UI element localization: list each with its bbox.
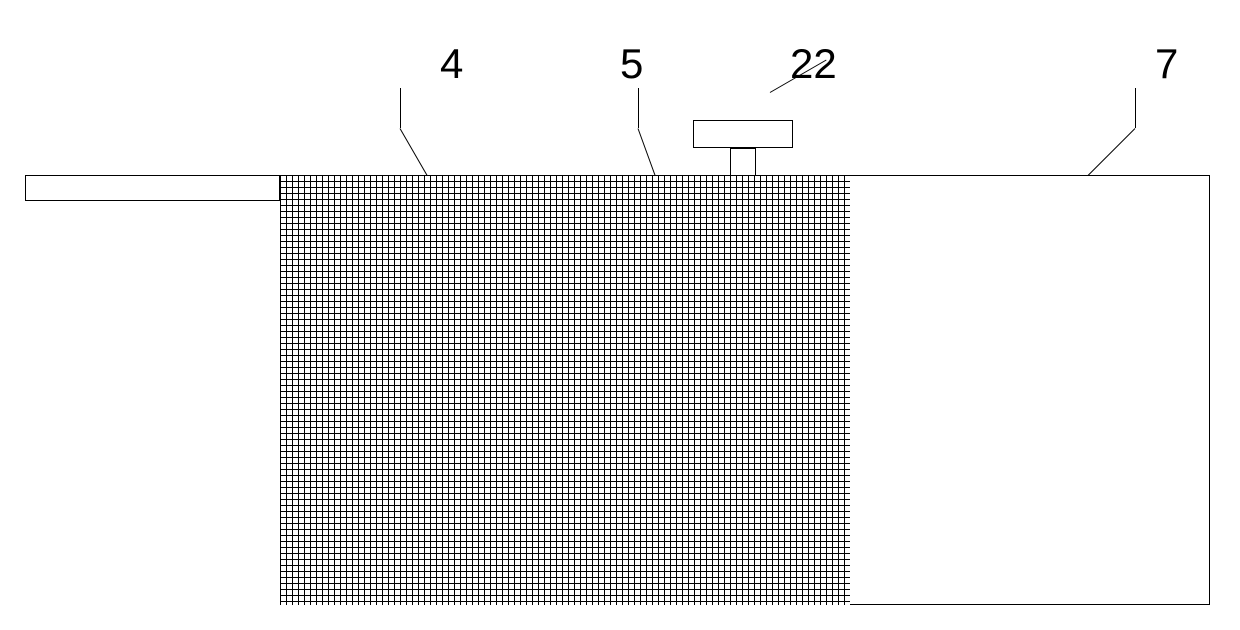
label-5: 5 <box>620 40 643 88</box>
hatched-region <box>280 175 850 605</box>
t-shape-stem <box>730 148 756 176</box>
leader-4-vertical <box>400 88 401 128</box>
leader-7-vertical <box>1135 88 1136 128</box>
label-4: 4 <box>440 40 463 88</box>
t-shape-top <box>693 120 793 148</box>
label-22: 22 <box>790 40 837 88</box>
leader-5-vertical <box>638 88 639 128</box>
left-bar <box>25 175 280 201</box>
label-7: 7 <box>1155 40 1178 88</box>
